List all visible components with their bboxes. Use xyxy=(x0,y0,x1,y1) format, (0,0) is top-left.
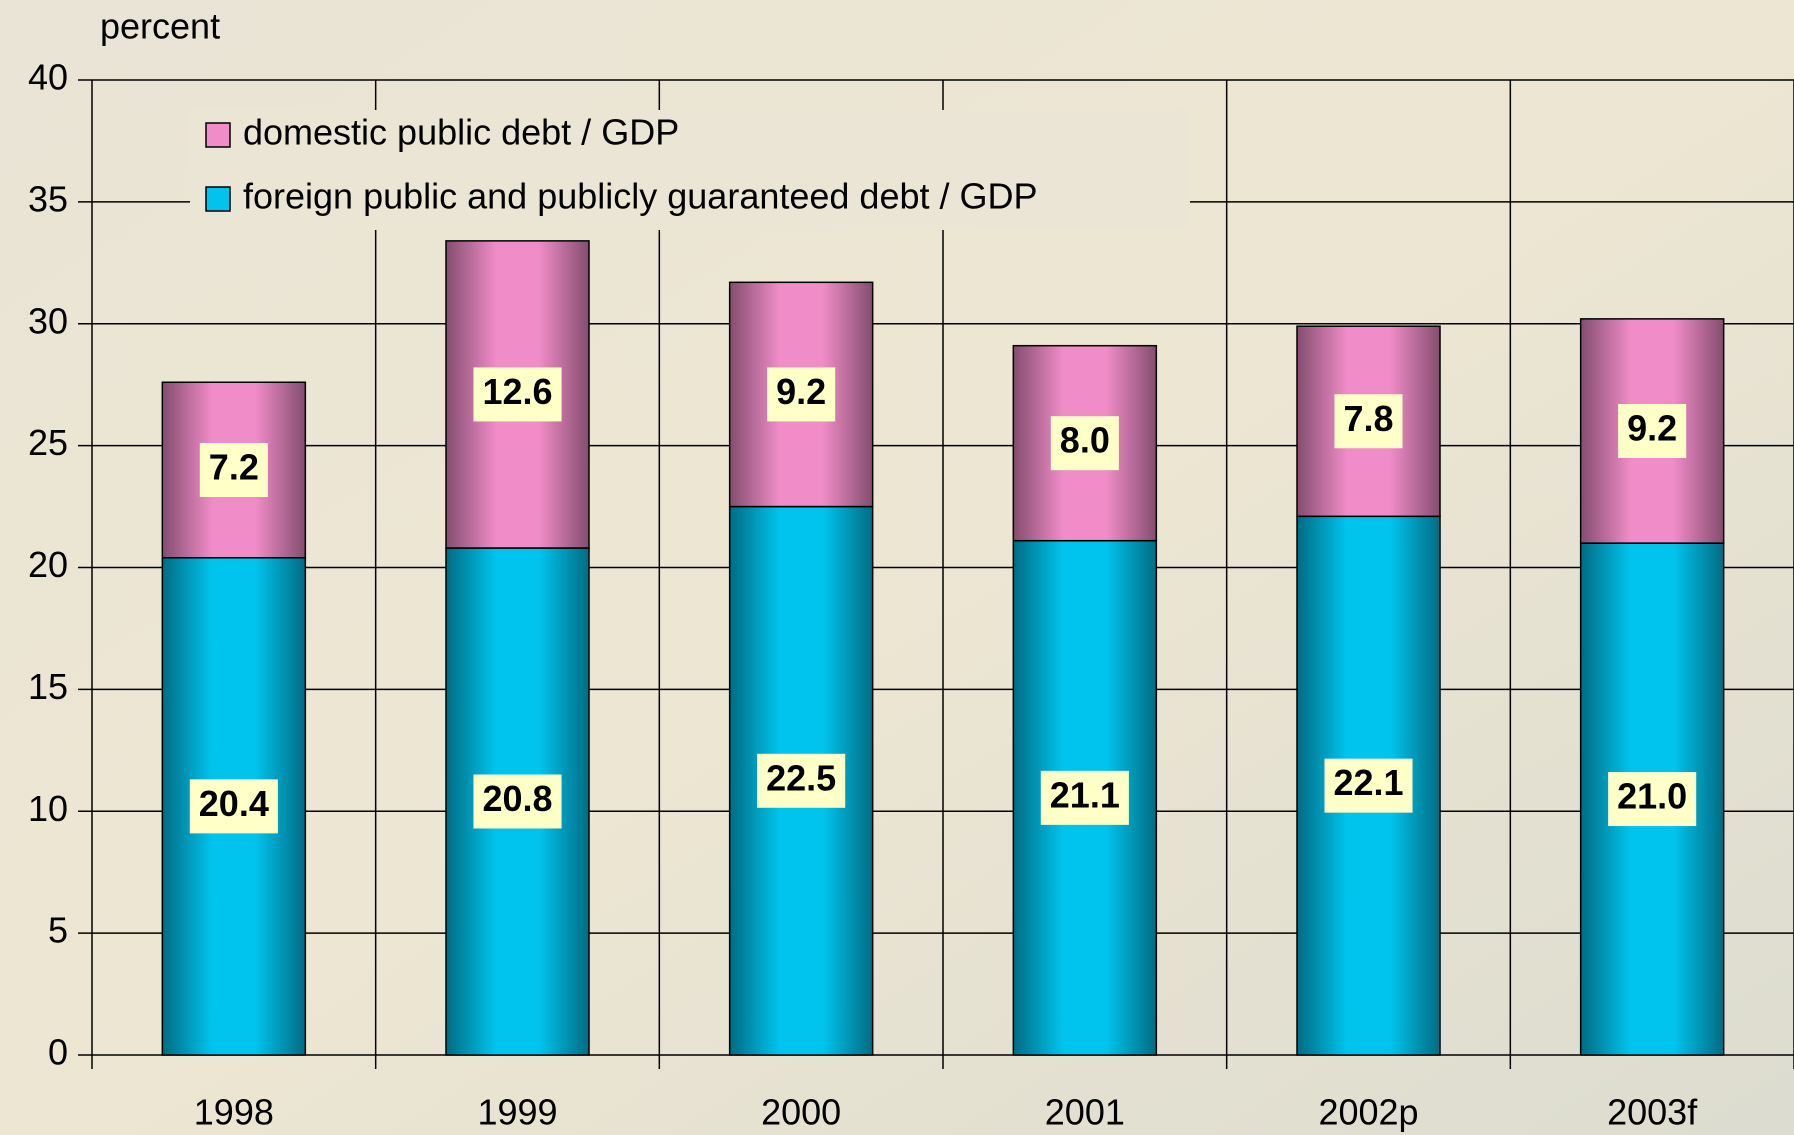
value-label: 21.1 xyxy=(1050,774,1120,815)
y-tick-label: 30 xyxy=(28,300,68,341)
legend-swatch xyxy=(206,187,230,211)
y-tick-label: 40 xyxy=(28,57,68,98)
y-tick-label: 35 xyxy=(28,178,68,219)
value-label: 7.8 xyxy=(1343,398,1393,439)
y-tick-label: 20 xyxy=(28,544,68,585)
value-label: 22.5 xyxy=(766,757,836,798)
y-tick-label: 15 xyxy=(28,666,68,707)
x-tick-label: 1999 xyxy=(477,1092,557,1133)
chart: percent 0 5 10 15 20 25 30 35 40 domestic public … xyxy=(0,0,1794,1135)
y-tick-label: 0 xyxy=(48,1032,68,1073)
y-tick-label: 25 xyxy=(28,422,68,463)
value-label: 8.0 xyxy=(1060,420,1110,461)
legend-swatch xyxy=(206,123,230,147)
x-tick-label: 2001 xyxy=(1045,1092,1125,1133)
value-label: 22.1 xyxy=(1333,762,1403,803)
value-label: 12.6 xyxy=(482,371,552,412)
x-tick-label: 2003f xyxy=(1607,1092,1698,1133)
x-tick-label: 2002p xyxy=(1318,1092,1418,1133)
value-label: 21.0 xyxy=(1617,776,1687,817)
x-tick-label: 1998 xyxy=(194,1092,274,1133)
value-label: 9.2 xyxy=(776,371,826,412)
y-tick-label: 10 xyxy=(28,788,68,829)
value-label: 20.4 xyxy=(199,783,269,824)
y-tick-label: 5 xyxy=(48,910,68,951)
x-tick-label: 2000 xyxy=(761,1092,841,1133)
value-label: 7.2 xyxy=(209,447,259,488)
y-axis-label: percent xyxy=(100,6,220,47)
value-label: 20.8 xyxy=(482,778,552,819)
value-label: 9.2 xyxy=(1627,408,1677,449)
legend-label: domestic public debt / GDP xyxy=(243,112,679,153)
legend-label: foreign public and publicly guaranteed d… xyxy=(243,176,1038,217)
